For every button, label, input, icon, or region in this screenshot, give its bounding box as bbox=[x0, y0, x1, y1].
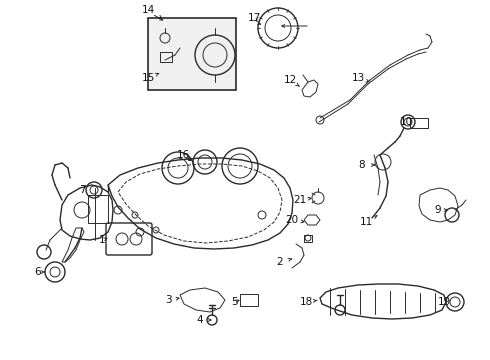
Text: 16: 16 bbox=[176, 150, 190, 160]
Text: 12: 12 bbox=[283, 75, 296, 85]
Text: 8: 8 bbox=[359, 160, 366, 170]
Text: 10: 10 bbox=[399, 117, 413, 127]
Text: 6: 6 bbox=[35, 267, 41, 277]
Text: 18: 18 bbox=[299, 297, 313, 307]
Text: 21: 21 bbox=[294, 195, 307, 205]
Text: 14: 14 bbox=[142, 5, 155, 15]
Bar bbox=[160, 52, 172, 62]
Text: 19: 19 bbox=[438, 297, 451, 307]
Text: 5: 5 bbox=[231, 297, 237, 307]
Bar bbox=[88, 195, 108, 223]
Text: 20: 20 bbox=[286, 215, 298, 225]
Text: 9: 9 bbox=[435, 205, 441, 215]
Text: 1: 1 bbox=[98, 235, 105, 245]
Bar bbox=[148, 18, 236, 90]
Text: 17: 17 bbox=[247, 13, 261, 23]
Bar bbox=[240, 294, 258, 306]
Bar bbox=[410, 118, 428, 128]
Text: 3: 3 bbox=[165, 295, 172, 305]
Text: 2: 2 bbox=[277, 257, 283, 267]
Text: 15: 15 bbox=[142, 73, 155, 83]
Text: 11: 11 bbox=[359, 217, 372, 227]
Text: 13: 13 bbox=[351, 73, 365, 83]
Text: 7: 7 bbox=[79, 185, 85, 195]
Text: 4: 4 bbox=[196, 315, 203, 325]
